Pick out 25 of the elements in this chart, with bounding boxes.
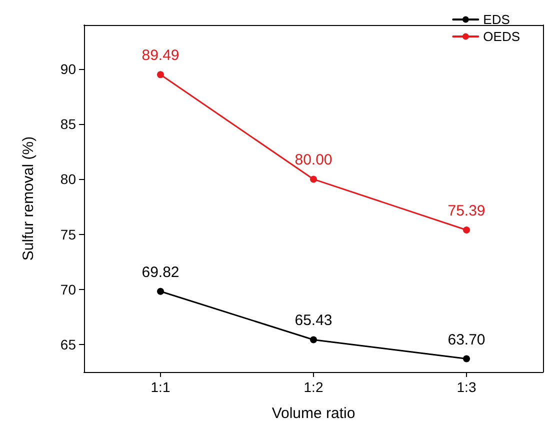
y-axis-title: Sulfur removal (%) — [20, 136, 37, 261]
data-label: 80.00 — [294, 152, 332, 169]
data-label: 63.70 — [448, 331, 486, 348]
point — [463, 226, 470, 234]
y-tick-label: 65 — [60, 336, 76, 352]
x-tick-label: 1:1 — [150, 379, 170, 395]
x-tick-label: 1:2 — [304, 379, 324, 395]
y-tick-label: 85 — [60, 116, 76, 132]
y-tick-label: 70 — [60, 281, 76, 298]
point — [310, 336, 317, 344]
legend-label: EDS — [483, 12, 510, 27]
point — [310, 176, 317, 183]
data-label: 69.82 — [142, 264, 180, 281]
y-tick-label: 90 — [60, 61, 76, 78]
point — [463, 355, 470, 362]
data-label: 89.49 — [142, 47, 180, 64]
x-axis-title: Volume ratio — [272, 405, 356, 422]
y-tick-label: 75 — [60, 226, 76, 242]
point — [157, 288, 164, 295]
data-label: 75.39 — [448, 202, 486, 220]
x-tick-label: 1:3 — [456, 379, 476, 395]
data-label: 65.43 — [294, 312, 332, 330]
y-tick-label: 80 — [60, 171, 76, 188]
point — [157, 71, 164, 78]
legend-label: OEDS — [483, 29, 520, 44]
